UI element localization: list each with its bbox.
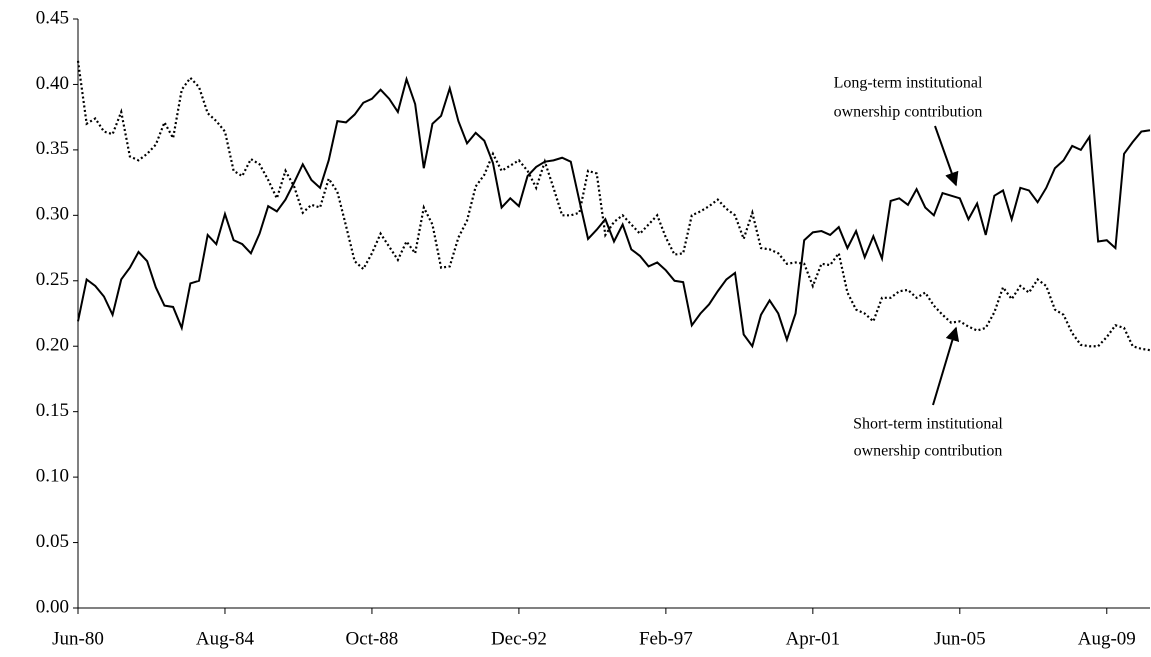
y-tick-label: 0.45 xyxy=(36,7,69,28)
y-tick-label: 0.05 xyxy=(36,531,69,552)
x-tick-label: Feb-97 xyxy=(639,628,693,649)
annotation: Long-term institutional xyxy=(834,75,983,92)
x-tick-label: Oct-88 xyxy=(346,628,399,649)
series-line xyxy=(77,75,1151,349)
y-tick-label: 0.35 xyxy=(36,138,69,159)
y-tick-label: 0.10 xyxy=(36,465,69,486)
annotation-arrow xyxy=(932,326,960,406)
x-tick-label: Aug-09 xyxy=(1078,628,1136,649)
annotation: ownership contribution xyxy=(834,104,983,121)
x-tick-label: Jun-80 xyxy=(52,628,104,649)
y-tick-label: 0.20 xyxy=(36,335,69,356)
y-tick-label: 0.25 xyxy=(36,269,69,290)
annotation: Short-term institutional xyxy=(853,416,1003,433)
annotation: ownership contribution xyxy=(854,443,1003,460)
series-line xyxy=(76,60,1151,352)
y-tick-label: 0.00 xyxy=(36,596,69,617)
x-tick-label: Dec-92 xyxy=(491,628,547,649)
x-tick-label: Jun-05 xyxy=(934,628,986,649)
y-tick-label: 0.15 xyxy=(36,400,69,421)
annotation-arrow xyxy=(934,125,959,187)
x-tick-label: Apr-01 xyxy=(786,628,841,649)
y-tick-label: 0.30 xyxy=(36,204,69,225)
y-tick-label: 0.40 xyxy=(36,73,69,94)
x-tick-label: Aug-84 xyxy=(196,628,255,649)
